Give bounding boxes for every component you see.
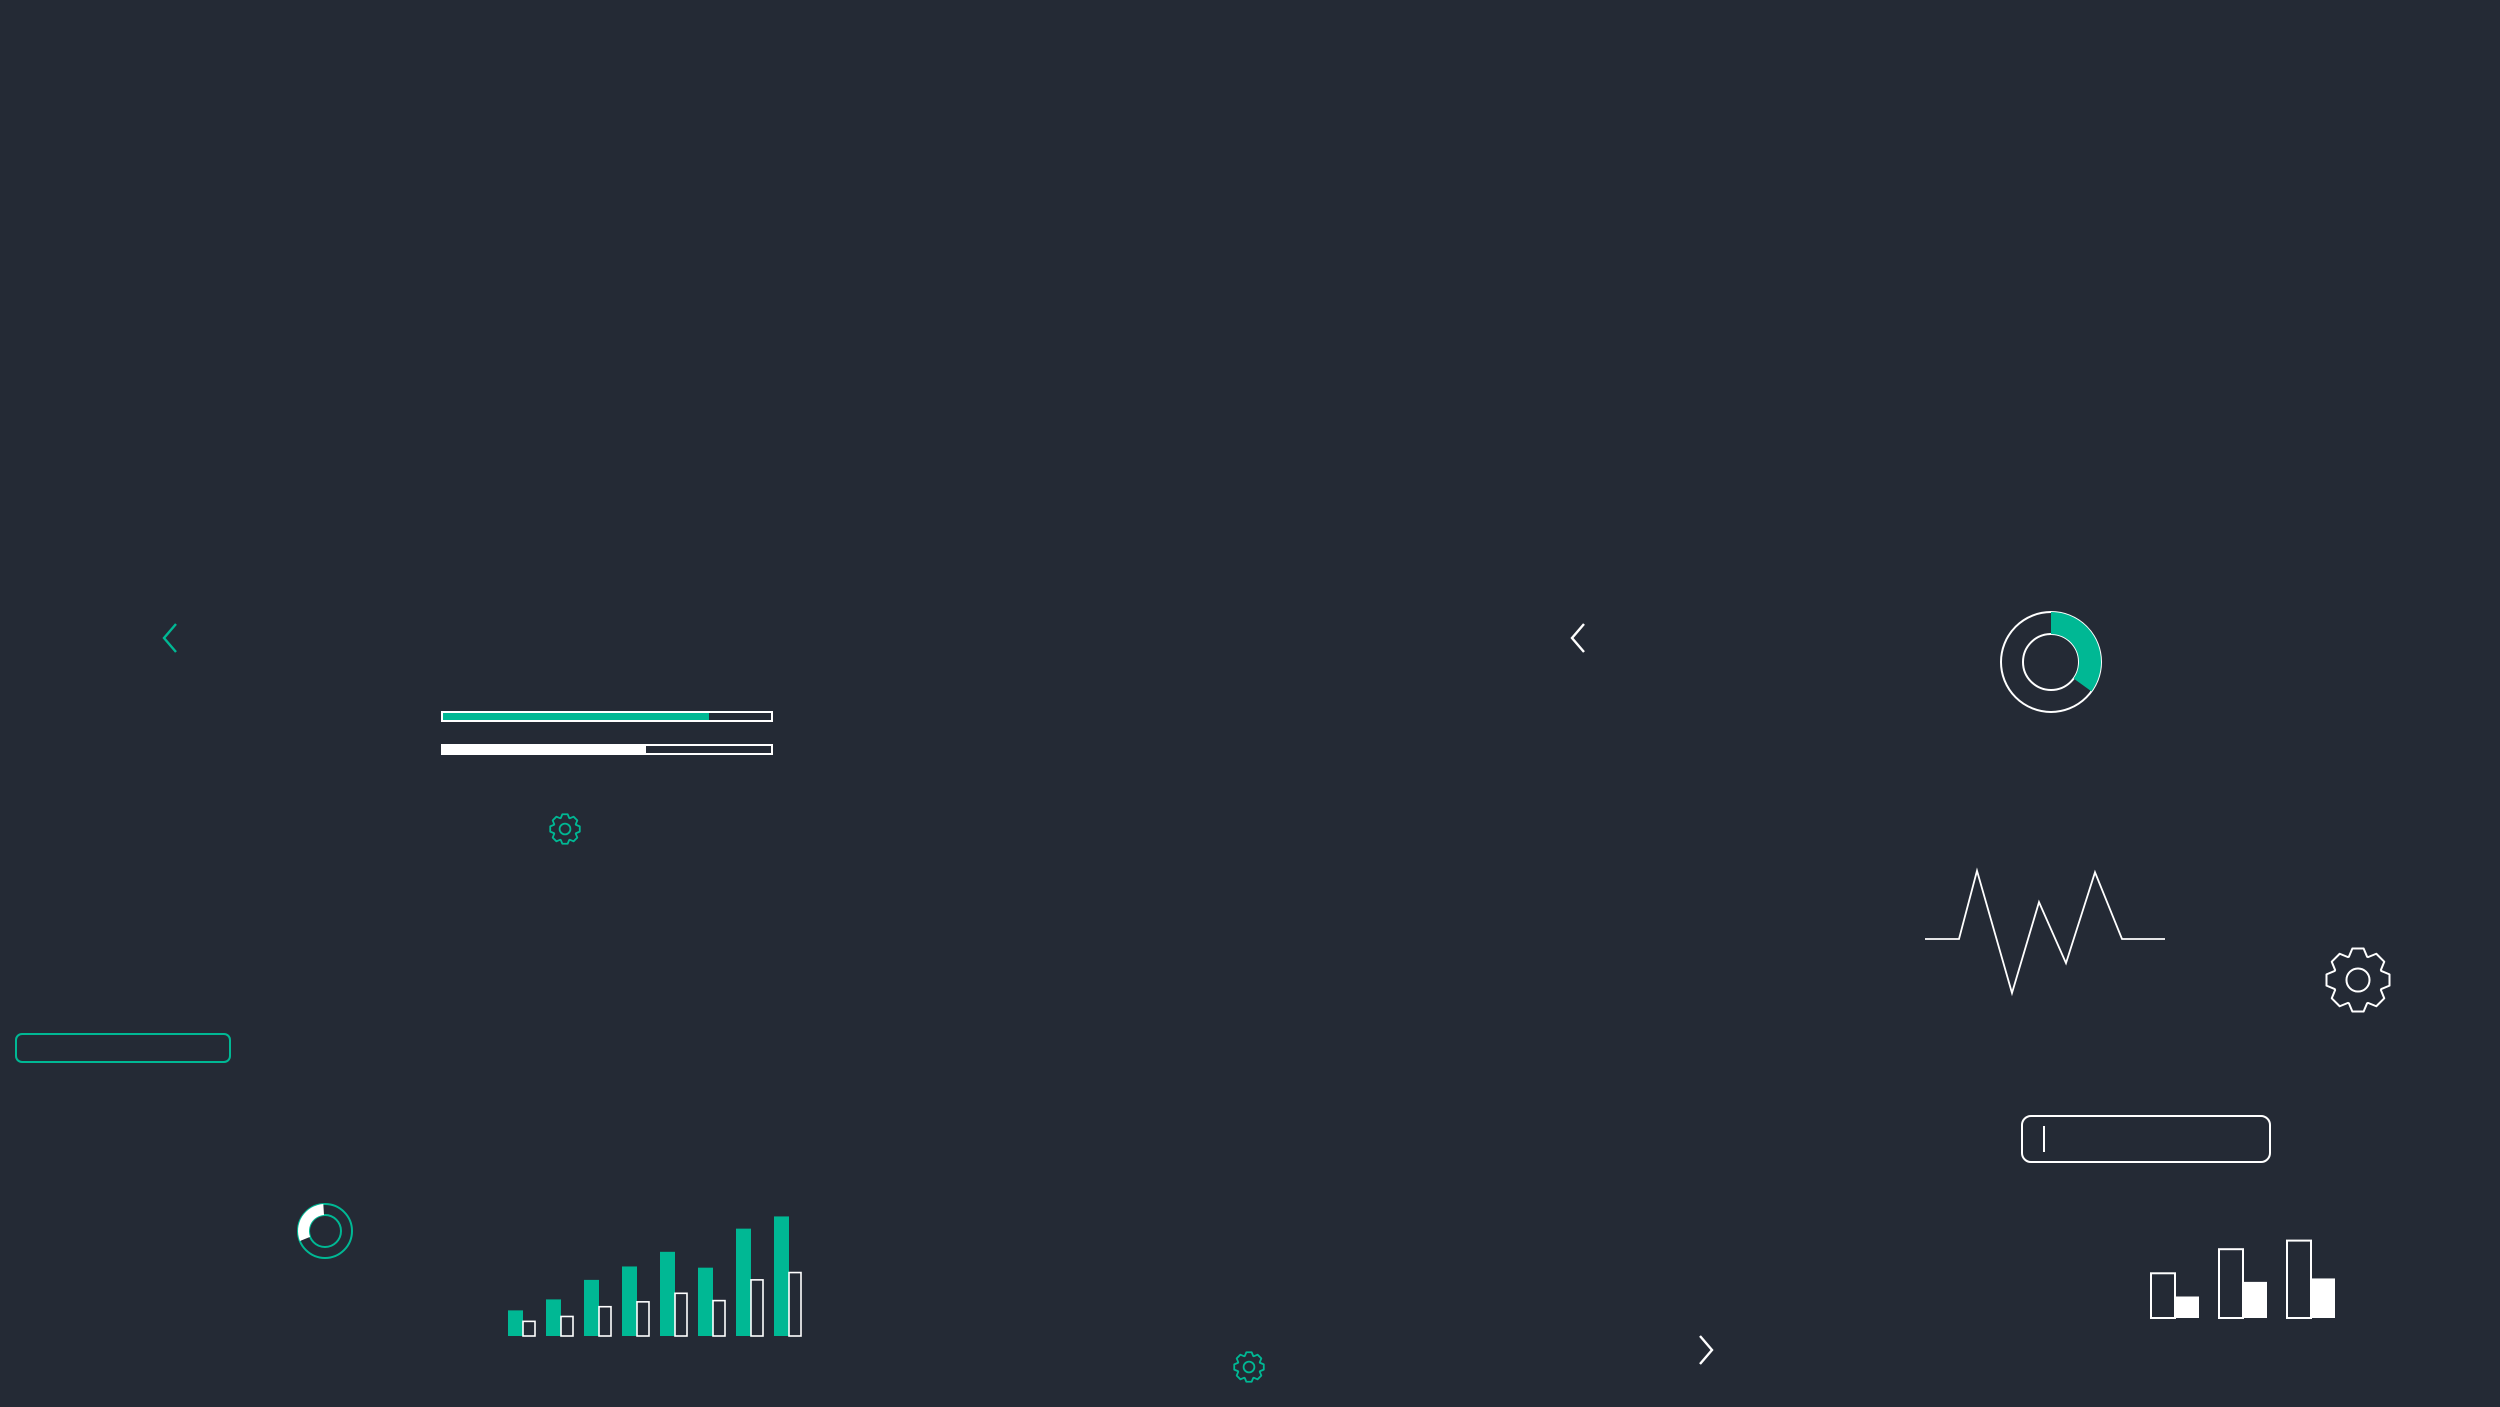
bar-series2-4 <box>637 1302 649 1336</box>
progress-fill-accent <box>443 713 709 720</box>
text-caret <box>2043 1126 2045 1152</box>
bar-series1-1 <box>508 1310 523 1336</box>
bar-series2-3 <box>599 1307 611 1336</box>
progress-fill-white <box>443 746 646 753</box>
bar-series2-8 <box>789 1273 801 1336</box>
bar-chart-left <box>500 1210 810 1340</box>
progress-bar-white <box>441 744 773 755</box>
bar-outline-2 <box>2219 1249 2243 1318</box>
gear-icon[interactable] <box>2315 937 2401 1023</box>
bar-outline-1 <box>2151 1273 2175 1318</box>
donut-small-segment <box>298 1204 324 1241</box>
progress-bar-accent <box>441 711 773 722</box>
chevron-right-icon[interactable] <box>1694 1332 1718 1368</box>
pulse-series-line <box>1925 871 2165 993</box>
bar-filled-2 <box>2243 1282 2267 1318</box>
bar-series2-7 <box>751 1280 763 1336</box>
bar-series1-5 <box>660 1252 675 1336</box>
donut-large <box>1999 610 2103 714</box>
bar-series1-3 <box>584 1280 599 1336</box>
donut-small <box>295 1201 355 1261</box>
bar-chart-right <box>2145 1230 2345 1320</box>
bar-series2-2 <box>561 1316 573 1336</box>
gear-icon[interactable] <box>1229 1347 1269 1387</box>
bar-series1-8 <box>774 1216 789 1336</box>
pulse-line-chart <box>1925 868 2165 1010</box>
bar-series1-4 <box>622 1266 637 1336</box>
bar-series2-5 <box>675 1293 687 1336</box>
bar-filled-3 <box>2311 1278 2335 1318</box>
bar-series2-6 <box>713 1301 725 1336</box>
bar-filled-1 <box>2175 1297 2199 1319</box>
bar-series1-6 <box>698 1268 713 1336</box>
bar-series1-7 <box>736 1229 751 1336</box>
accent-input[interactable] <box>15 1033 231 1063</box>
bar-series2-1 <box>523 1321 535 1336</box>
bar-series1-2 <box>546 1299 561 1336</box>
chevron-left-icon[interactable] <box>158 620 182 656</box>
white-input[interactable] <box>2021 1115 2271 1163</box>
chevron-left-icon[interactable] <box>1566 620 1590 656</box>
white-input-wrapper[interactable] <box>2021 1115 2271 1163</box>
bar-outline-3 <box>2287 1241 2311 1318</box>
gear-icon[interactable] <box>545 809 585 849</box>
